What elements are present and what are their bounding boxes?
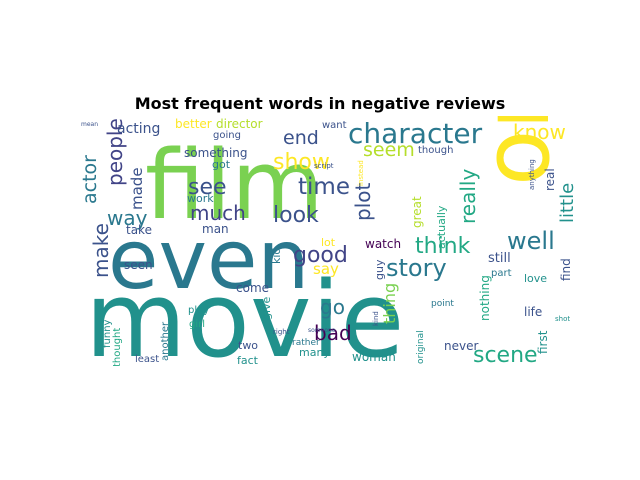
word-least: least	[135, 354, 159, 365]
word-something: something	[184, 146, 248, 160]
word-point: point	[431, 299, 454, 309]
word-actually: actually	[435, 205, 448, 249]
word-story: story	[386, 254, 447, 282]
word-want: want	[322, 120, 347, 131]
word-another: another	[160, 321, 171, 361]
word-got: got	[212, 158, 231, 171]
word-life: life	[524, 305, 542, 319]
word-shot: shot	[555, 315, 570, 323]
word-kind: kind	[372, 311, 380, 326]
word-show: show	[273, 150, 330, 175]
word-go: go	[320, 295, 345, 319]
word-take: take	[126, 223, 152, 237]
word-though: though	[418, 145, 453, 156]
word-part: part	[491, 268, 512, 279]
word-seen: seen	[124, 258, 153, 272]
word-good: good	[293, 243, 348, 268]
word-see: see	[188, 175, 227, 200]
word-work: work	[187, 192, 214, 205]
word-much: much	[190, 201, 246, 225]
word-give: give	[260, 296, 273, 320]
word-someone: someone	[308, 327, 336, 334]
word-watch: watch	[365, 237, 401, 251]
word-woman: woman	[352, 350, 396, 364]
word-seem: seem	[363, 139, 415, 161]
word-director: director	[216, 117, 263, 131]
word-made: made	[128, 167, 146, 210]
word-thing: thing	[380, 283, 399, 324]
word-bad: bad	[314, 321, 352, 345]
word-mean: mean	[81, 121, 98, 128]
word-really: really	[456, 169, 480, 224]
word-say: say	[313, 260, 339, 278]
word-rather: rather	[292, 338, 320, 348]
word-instead: instead	[357, 160, 365, 186]
word-one: one	[463, 116, 570, 186]
word-kid: kid	[270, 248, 283, 264]
word-well: well	[507, 227, 555, 255]
word-girl: girl	[189, 319, 205, 330]
word-nothing: nothing	[478, 275, 492, 321]
word-scene: scene	[473, 343, 538, 366]
word-still: still	[488, 251, 511, 266]
word-script: script	[314, 162, 334, 170]
word-fact: fact	[237, 354, 259, 366]
word-way: way	[107, 206, 148, 230]
word-real: real	[543, 168, 557, 191]
word-people: people	[103, 118, 127, 186]
word-movie: movie	[85, 259, 404, 366]
word-funny: funny	[102, 319, 113, 348]
word-actor: actor	[80, 155, 101, 204]
word-original: original	[416, 330, 426, 364]
word-never: never	[444, 339, 478, 353]
word-going: going	[213, 130, 241, 141]
word-come: come	[236, 281, 269, 295]
word-acting: acting	[117, 121, 160, 137]
word-man: man	[202, 222, 229, 236]
word-end: end	[283, 127, 319, 149]
word-great: great	[410, 196, 424, 228]
word-character: character	[348, 117, 483, 150]
word-two: two	[238, 339, 258, 352]
word-love: love	[524, 272, 547, 285]
word-plot: plot	[351, 183, 375, 221]
word-find: find	[559, 258, 573, 281]
word-look: look	[273, 203, 319, 228]
word-play: play	[188, 305, 209, 316]
word-time: time	[298, 174, 350, 200]
word-know: know	[513, 120, 566, 144]
word-guy: guy	[373, 259, 386, 280]
word-lot: lot	[321, 236, 336, 249]
word-anything: anything	[528, 159, 536, 190]
chart-title: Most frequent words in negative reviews	[134, 94, 506, 113]
word-think: think	[415, 234, 471, 259]
word-many: many	[299, 346, 330, 359]
word-film: film	[145, 131, 324, 241]
word-little: little	[557, 183, 576, 223]
word-first: first	[536, 330, 550, 354]
word-thought: thought	[112, 328, 123, 366]
word-right: right	[273, 328, 290, 336]
word-even: even	[108, 213, 309, 308]
word-better: better	[175, 117, 212, 131]
word-make: make	[89, 223, 113, 278]
